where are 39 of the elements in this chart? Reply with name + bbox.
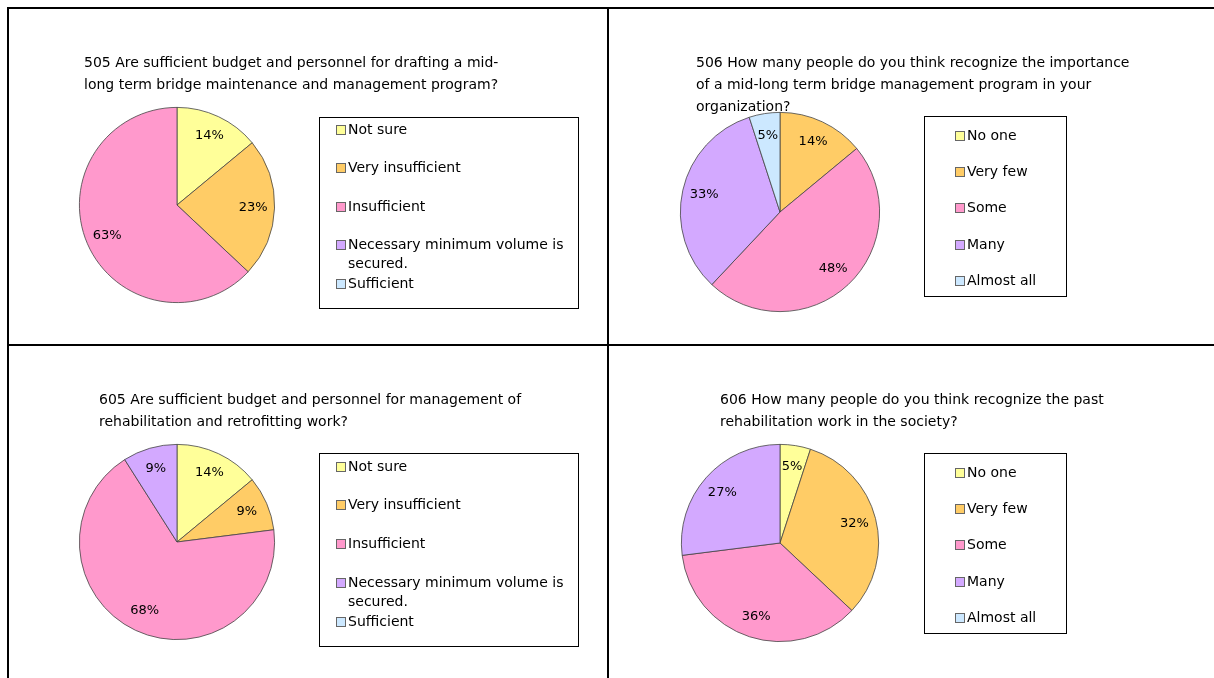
data-label: 32% (840, 515, 869, 531)
data-label: 27% (707, 483, 737, 499)
data-label: 36% (741, 607, 771, 623)
data-label: 48% (818, 260, 848, 276)
data-label: 14% (194, 127, 224, 143)
legend-label: Insufficient (348, 196, 427, 216)
legend-label: Not sure (348, 456, 409, 476)
legend-label: Some (967, 535, 1008, 555)
legend-label: Insufficient (348, 534, 427, 554)
data-label: 23% (238, 198, 268, 214)
legend-label: Very few (967, 498, 1029, 518)
legend-label: Sufficient (348, 611, 415, 631)
legend-label: Sufficient (348, 273, 415, 293)
legend-label: Some (967, 198, 1008, 218)
data-label: 9% (145, 460, 167, 476)
legend-label: No one (967, 125, 1018, 145)
data-label: 14% (798, 133, 828, 149)
legend-label: Very insufficient (348, 495, 462, 515)
data-label: 63% (92, 226, 122, 242)
chart-title: 605 Are sufficient budget and personnel for management of rehabilitation and retrofitting work? (99, 390, 523, 431)
legend-label: Almost all (967, 608, 1038, 628)
legend-label: Necessary minimum volume is secured. (348, 572, 565, 611)
legend-label: Almost all (967, 271, 1038, 291)
data-label: 5% (757, 126, 779, 142)
legend-label: Not sure (348, 119, 409, 139)
legend-label: Necessary minimum volume is secured. (348, 235, 565, 273)
legend-label: Many (967, 571, 1006, 591)
data-label: 68% (130, 602, 160, 618)
legend-label: No one (967, 462, 1018, 482)
legend-label: Many (967, 234, 1006, 254)
chart-title: 505 Are sufficient budget and personnel for drafting a mid-long term bridge maintenance and management program? (84, 53, 500, 94)
legend-label: Very insufficient (348, 158, 462, 177)
legend-label: Very few (967, 161, 1029, 181)
data-label: 14% (194, 464, 224, 480)
data-label: 5% (781, 458, 803, 474)
chart-title: 506 How many people do you think recognize the importance of a mid-long term bridge management program in your organization? (696, 53, 1131, 116)
data-label: 33% (689, 186, 719, 202)
data-label: 9% (236, 503, 258, 519)
chart-title: 606 How many people do you think recognize the past rehabilitation work in the society? (720, 390, 1105, 431)
